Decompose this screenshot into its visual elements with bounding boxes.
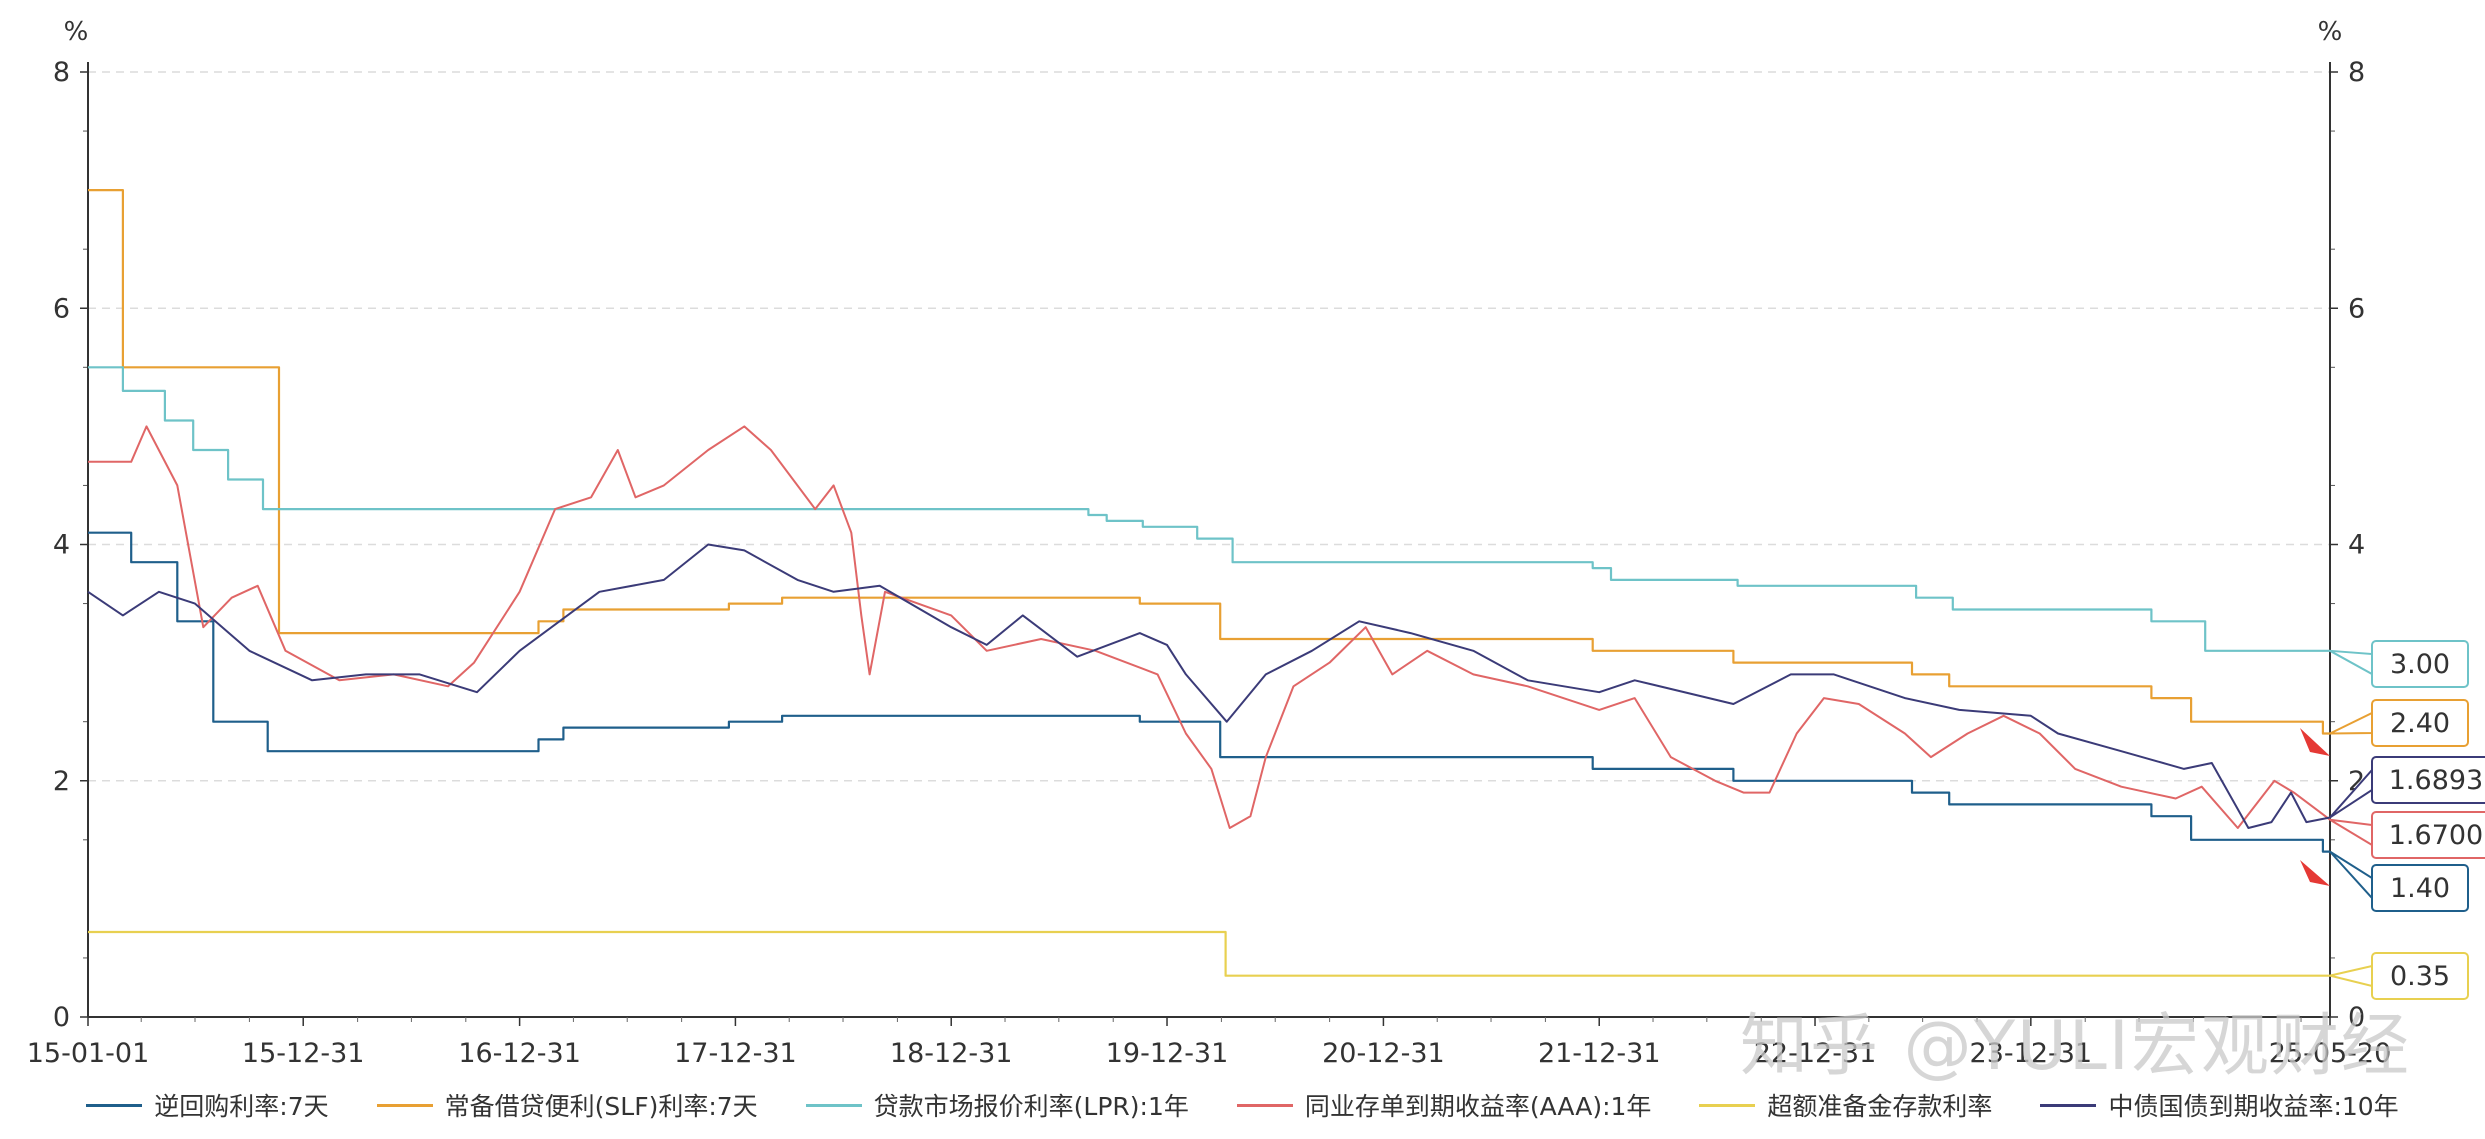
y-tick-label-right: 8 (2348, 57, 2365, 88)
y-unit-left: % (64, 17, 89, 47)
legend-label: 超额准备金存款利率 (1767, 1092, 1993, 1121)
legend-item[interactable]: 逆回购利率:7天 (86, 1087, 329, 1123)
red-arrow-icon (2300, 728, 2330, 756)
callout-pointer-0 (2329, 850, 2373, 901)
series-line-5 (87, 543, 2331, 829)
legend-swatch (1699, 1103, 1756, 1107)
y-unit-right: % (2318, 17, 2343, 47)
y-tick-label-left: 4 (53, 530, 70, 561)
callout-box-2 (2371, 640, 2469, 688)
legend-label: 逆回购利率:7天 (154, 1092, 329, 1121)
y-tick-label-left: 0 (53, 1002, 70, 1033)
legend: 逆回购利率:7天 常备借贷便利(SLF)利率:7天 贷款市场报价利率(LPR):1年… (0, 1080, 2485, 1130)
y-tick-label-left: 8 (53, 57, 70, 88)
series-line-2 (88, 366, 2330, 652)
series-line-1 (88, 189, 2330, 735)
series-line-0 (88, 531, 2330, 853)
callout-pointer-2 (2329, 649, 2373, 676)
legend-swatch (2040, 1103, 2097, 1107)
callout-label-4: 0.35 (2390, 961, 2450, 992)
callout-label-2: 3.00 (2390, 649, 2450, 680)
x-tick-label: 23-12-31 (1970, 1038, 2093, 1069)
x-tick-label: 25-05-20 (2269, 1038, 2392, 1069)
legend-swatch (376, 1103, 433, 1107)
watermark: 知乎 @YULI宏观财经 (1740, 1007, 2411, 1086)
legend-swatch (805, 1103, 862, 1107)
y-tick-label-left: 6 (53, 293, 70, 324)
callout-pointer-4 (2329, 964, 2373, 988)
chart-svg: 0 02 24 46 68 8% %15-01-01 15-12-31 16-12-31 17-1… (27, 17, 2485, 1069)
legend-item[interactable]: 贷款市场报价利率(LPR):1年 (805, 1087, 1189, 1123)
legend-label: 同业存单到期收益率(AAA):1年 (1304, 1092, 1652, 1121)
callout-pointer-3 (2329, 818, 2373, 847)
callout-label-3: 1.6700 (2389, 820, 2483, 851)
x-tick-label: 15-12-31 (242, 1038, 365, 1069)
callout-label-0: 1.40 (2390, 873, 2450, 904)
x-tick-label: 21-12-31 (1538, 1038, 1661, 1069)
callout-box-3 (2371, 811, 2485, 859)
legend-item[interactable]: 超额准备金存款利率 (1699, 1087, 1992, 1123)
red-arrow-icon (2300, 860, 2330, 886)
callout-box-1 (2371, 699, 2469, 747)
legend-swatch (1236, 1103, 1293, 1107)
x-tick-label: 18-12-31 (890, 1038, 1013, 1069)
y-tick-label-right: 4 (2348, 530, 2365, 561)
legend-label: 常备借贷便利(SLF)利率:7天 (444, 1092, 758, 1121)
x-tick-label: 15-01-01 (27, 1038, 150, 1069)
callout-pointer-1 (2329, 711, 2373, 735)
legend-item[interactable]: 常备借贷便利(SLF)利率:7天 (376, 1087, 758, 1123)
legend-item[interactable]: 中债国债到期收益率:10年 (2040, 1087, 2399, 1123)
x-tick-label: 17-12-31 (674, 1038, 797, 1069)
y-tick-label-right: 6 (2348, 293, 2365, 324)
legend-swatch (86, 1103, 143, 1107)
callout-box-4 (2371, 952, 2469, 1000)
callout-box-5 (2371, 756, 2485, 804)
callout-label-1: 2.40 (2390, 708, 2450, 739)
x-tick-label: 16-12-31 (458, 1038, 581, 1069)
y-tick-label-right: 0 (2348, 1002, 2365, 1033)
x-tick-label: 19-12-31 (1106, 1038, 1229, 1069)
x-tick-label: 20-12-31 (1322, 1038, 1445, 1069)
callout-label-5: 1.6893 (2389, 765, 2483, 796)
legend-label: 贷款市场报价利率(LPR):1年 (873, 1092, 1189, 1121)
series-line-4 (88, 930, 2330, 977)
legend-label: 中债国债到期收益率:10年 (2108, 1092, 2399, 1121)
series-line-3 (88, 425, 2331, 829)
y-tick-label-left: 2 (53, 766, 70, 797)
legend-item[interactable]: 同业存单到期收益率(AAA):1年 (1236, 1087, 1652, 1123)
callout-box-0 (2371, 864, 2469, 912)
x-tick-label: 22-12-31 (1754, 1038, 1877, 1069)
